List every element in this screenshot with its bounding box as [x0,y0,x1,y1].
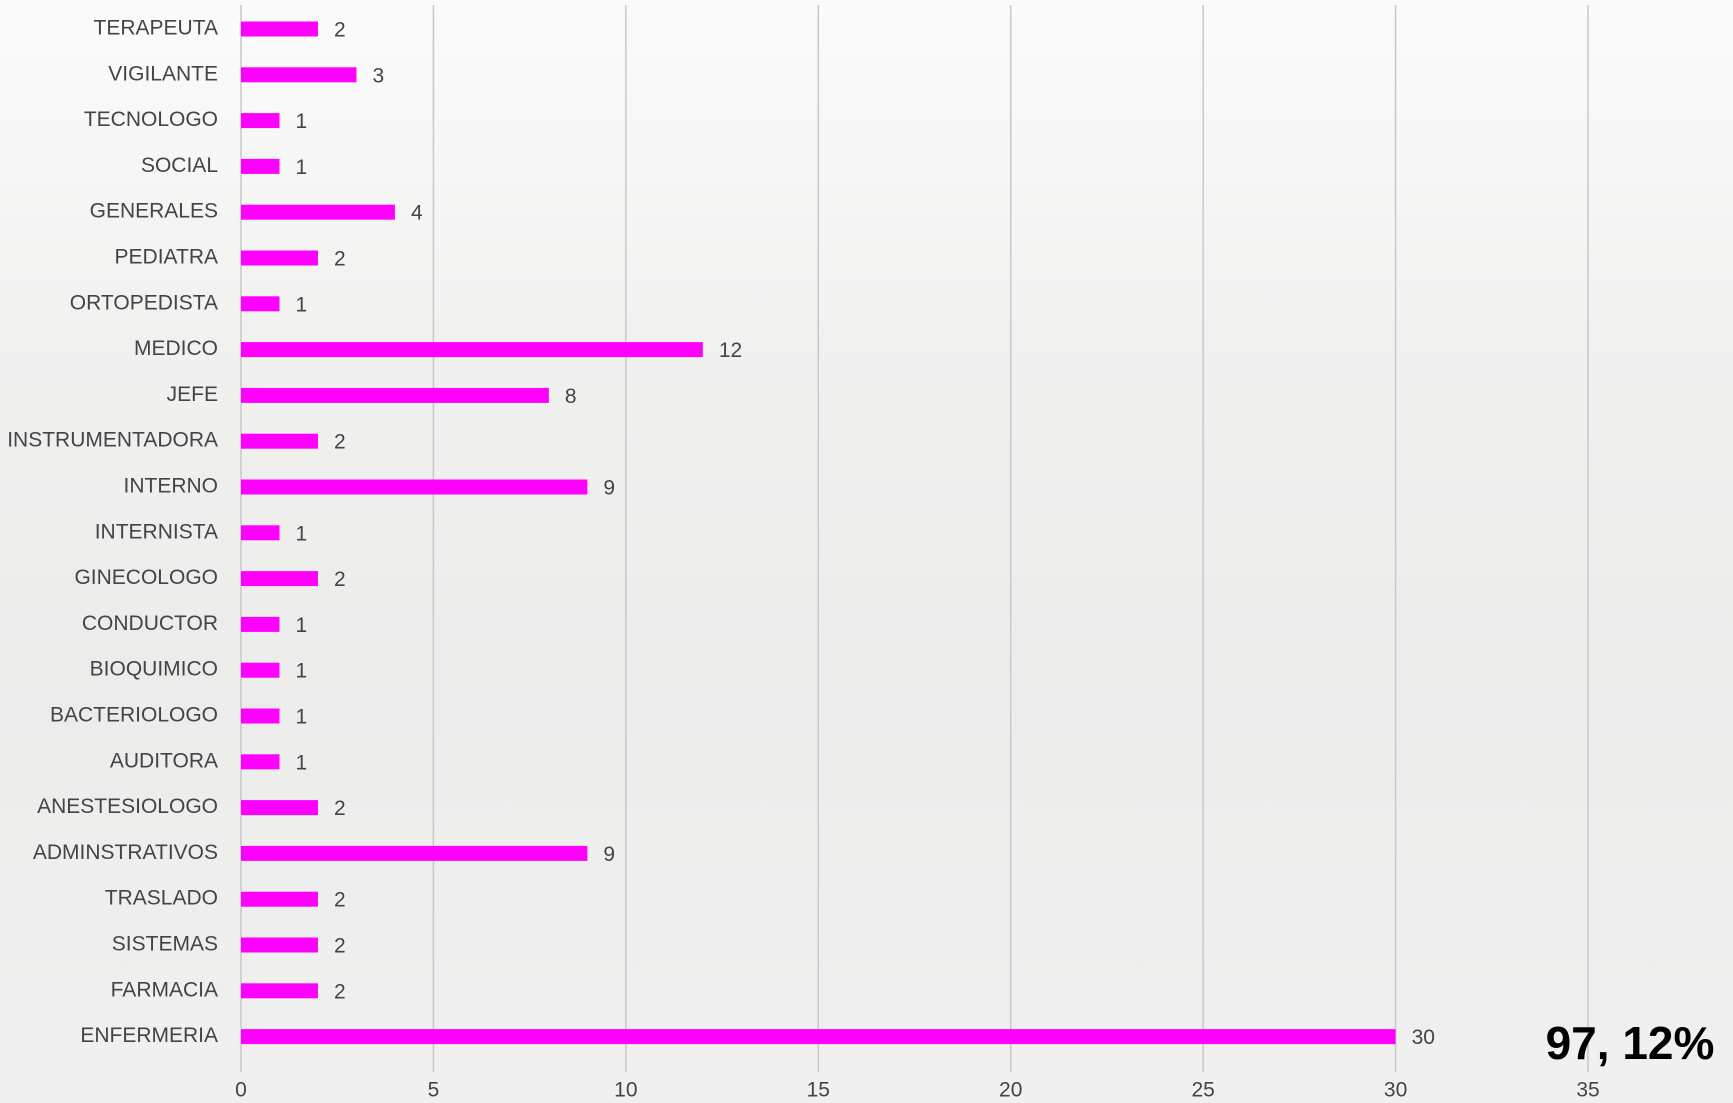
annotation: 97, 12% [1546,1017,1715,1069]
data-label: 2 [334,797,346,820]
data-label: 1 [295,293,307,316]
x-tick-label: 25 [1191,1079,1214,1102]
y-tick-label: TECNOLOGO [84,108,218,131]
y-tick-label: BIOQUIMICO [90,658,218,681]
x-tick-label: 35 [1576,1079,1599,1102]
data-label: 3 [372,64,384,87]
data-label: 2 [334,19,346,42]
data-label: 1 [295,156,307,179]
bar [241,525,280,541]
bar [241,891,318,907]
data-label: 1 [295,110,307,133]
data-label: 8 [565,385,577,408]
bar [241,113,280,129]
bar [241,21,318,37]
x-tick-label: 0 [235,1079,247,1102]
data-label: 2 [334,431,346,454]
bar [241,616,280,632]
data-label: 1 [295,751,307,774]
y-tick-label: TERAPEUTA [94,17,218,40]
bar [241,433,318,449]
x-tick-label: 15 [807,1079,830,1102]
bar [241,479,588,495]
bar [241,387,549,403]
y-tick-label: SISTEMAS [112,933,218,956]
bar [241,937,318,953]
data-label: 12 [719,339,742,362]
bar [241,158,280,174]
data-label: 9 [603,477,615,500]
y-tick-label: GENERALES [90,200,218,223]
bar [241,250,318,266]
y-tick-label: ORTOPEDISTA [70,291,218,314]
data-label: 1 [295,706,307,729]
data-label: 2 [334,935,346,958]
data-label: 1 [295,614,307,637]
y-tick-label: CONDUCTOR [82,612,218,635]
y-tick-label: PEDIATRA [115,246,218,269]
y-tick-label: VIGILANTE [108,62,218,85]
y-tick-label: TRASLADO [105,887,218,910]
data-label: 30 [1412,1026,1435,1049]
x-tick-label: 20 [999,1079,1022,1102]
bar [241,845,588,861]
bar [241,571,318,587]
data-label: 2 [334,889,346,912]
bar [241,1029,1396,1045]
bar [241,983,318,999]
y-tick-label: ANESTESIOLOGO [37,795,218,818]
y-tick-label: MEDICO [134,337,218,360]
y-tick-label: ENFERMERIA [80,1024,218,1047]
bar [241,67,357,83]
bar [241,708,280,724]
data-label: 2 [334,980,346,1003]
data-label: 1 [295,522,307,545]
y-tick-label: ADMINSTRATIVOS [33,841,218,864]
y-tick-label: JEFE [167,383,218,406]
data-label: 1 [295,660,307,683]
y-tick-label: INTERNO [124,475,219,498]
bar [241,800,318,816]
y-tick-label: GINECOLOGO [74,566,218,589]
x-tick-label: 30 [1384,1079,1407,1102]
bar [241,662,280,678]
data-label: 2 [334,568,346,591]
y-tick-label: BACTERIOLOGO [50,704,218,727]
y-tick-label: FARMACIA [111,978,218,1001]
y-tick-label: SOCIAL [141,154,218,177]
y-tick-label: INTERNISTA [95,520,218,543]
x-tick-label: 10 [614,1079,637,1102]
y-tick-label: INSTRUMENTADORA [7,429,218,452]
data-label: 2 [334,248,346,271]
x-tick-label: 5 [428,1079,440,1102]
bar [241,754,280,770]
bar [241,204,395,220]
data-label: 9 [603,843,615,866]
data-label: 4 [411,202,423,225]
bar [241,296,280,312]
y-tick-label: AUDITORA [110,749,218,772]
bar [241,342,703,358]
